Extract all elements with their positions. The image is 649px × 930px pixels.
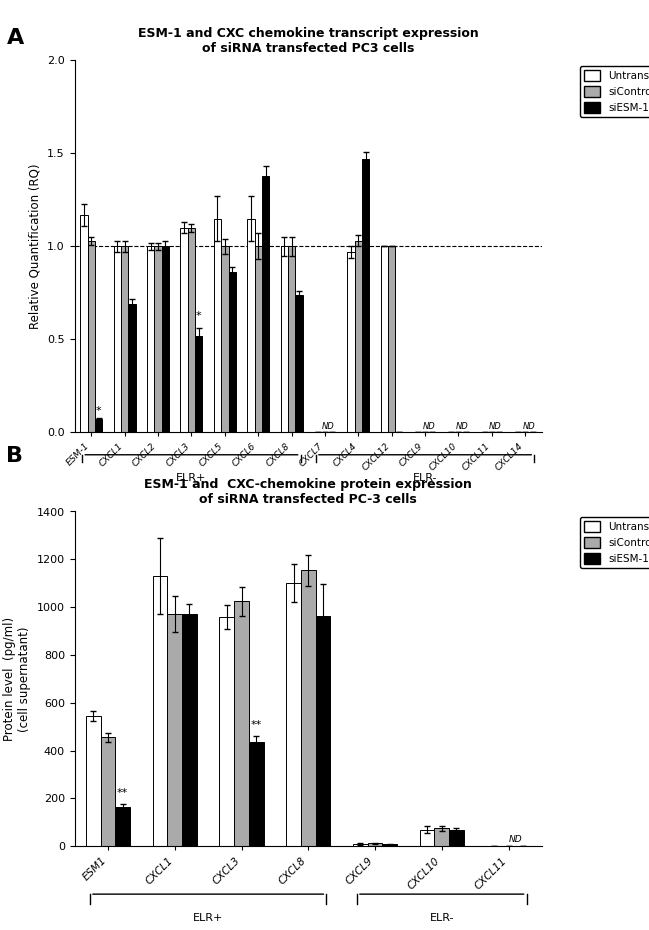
Bar xyxy=(354,241,362,432)
Bar xyxy=(221,246,228,432)
Y-axis label: Relative Quantification (RQ): Relative Quantification (RQ) xyxy=(29,164,42,329)
Text: ND: ND xyxy=(422,421,435,431)
Bar xyxy=(228,272,236,432)
Bar xyxy=(254,246,262,432)
Bar xyxy=(434,829,449,846)
Text: ND: ND xyxy=(522,421,535,431)
Bar xyxy=(249,742,263,846)
Legend: Untransfected, siControl, siESM-1: Untransfected, siControl, siESM-1 xyxy=(580,517,649,568)
Bar xyxy=(153,576,167,846)
Bar xyxy=(154,246,162,432)
Bar xyxy=(286,583,301,846)
Bar xyxy=(381,246,388,432)
Bar xyxy=(182,615,197,846)
Text: B: B xyxy=(6,446,23,467)
Bar xyxy=(247,219,254,432)
Bar xyxy=(162,246,169,432)
Bar xyxy=(368,844,382,846)
Bar xyxy=(288,246,295,432)
Bar xyxy=(382,844,397,846)
Title: ESM-1 and CXC chemokine transcript expression
of siRNA transfected PC3 cells: ESM-1 and CXC chemokine transcript expre… xyxy=(138,27,479,55)
Bar xyxy=(195,336,202,432)
Bar xyxy=(86,716,101,846)
Text: ELR-: ELR- xyxy=(413,473,437,484)
Text: **: ** xyxy=(251,721,262,730)
Text: A: A xyxy=(6,28,24,48)
Bar xyxy=(388,246,395,432)
Text: ELR-: ELR- xyxy=(430,913,454,923)
Bar xyxy=(129,304,136,432)
Bar xyxy=(449,830,464,846)
Bar xyxy=(180,228,188,432)
Bar xyxy=(147,246,154,432)
Bar xyxy=(114,246,121,432)
Bar xyxy=(420,830,434,846)
Text: ND: ND xyxy=(509,835,522,844)
Text: ND: ND xyxy=(323,421,335,431)
Bar xyxy=(315,616,330,846)
Text: ELR+: ELR+ xyxy=(177,473,206,484)
Bar xyxy=(301,570,315,846)
Bar xyxy=(234,601,249,846)
Text: ND: ND xyxy=(489,421,502,431)
Legend: Untransfected, siControl, siESM-1: Untransfected, siControl, siESM-1 xyxy=(580,66,649,117)
Bar xyxy=(214,219,221,432)
Text: ELR+: ELR+ xyxy=(193,913,223,923)
Bar xyxy=(262,176,269,432)
Bar xyxy=(121,246,129,432)
Bar xyxy=(101,737,116,846)
Bar xyxy=(353,844,368,846)
Text: **: ** xyxy=(117,789,129,799)
Bar xyxy=(116,807,130,846)
Bar xyxy=(80,215,88,432)
Bar xyxy=(219,617,234,846)
Y-axis label: Protein level  (pg/ml)
(cell supernatant): Protein level (pg/ml) (cell supernatant) xyxy=(3,617,31,741)
Bar xyxy=(362,159,369,432)
Bar xyxy=(188,228,195,432)
Bar xyxy=(280,246,288,432)
Text: ND: ND xyxy=(456,421,469,431)
Title: ESM-1 and  CXC-chemokine protein expression
of siRNA transfected PC-3 cells: ESM-1 and CXC-chemokine protein expressi… xyxy=(144,478,472,506)
Bar xyxy=(167,615,182,846)
Bar xyxy=(95,419,103,432)
Bar xyxy=(347,252,354,432)
Bar xyxy=(88,241,95,432)
Bar xyxy=(295,295,302,432)
Text: *: * xyxy=(196,311,202,321)
Text: *: * xyxy=(96,405,101,416)
